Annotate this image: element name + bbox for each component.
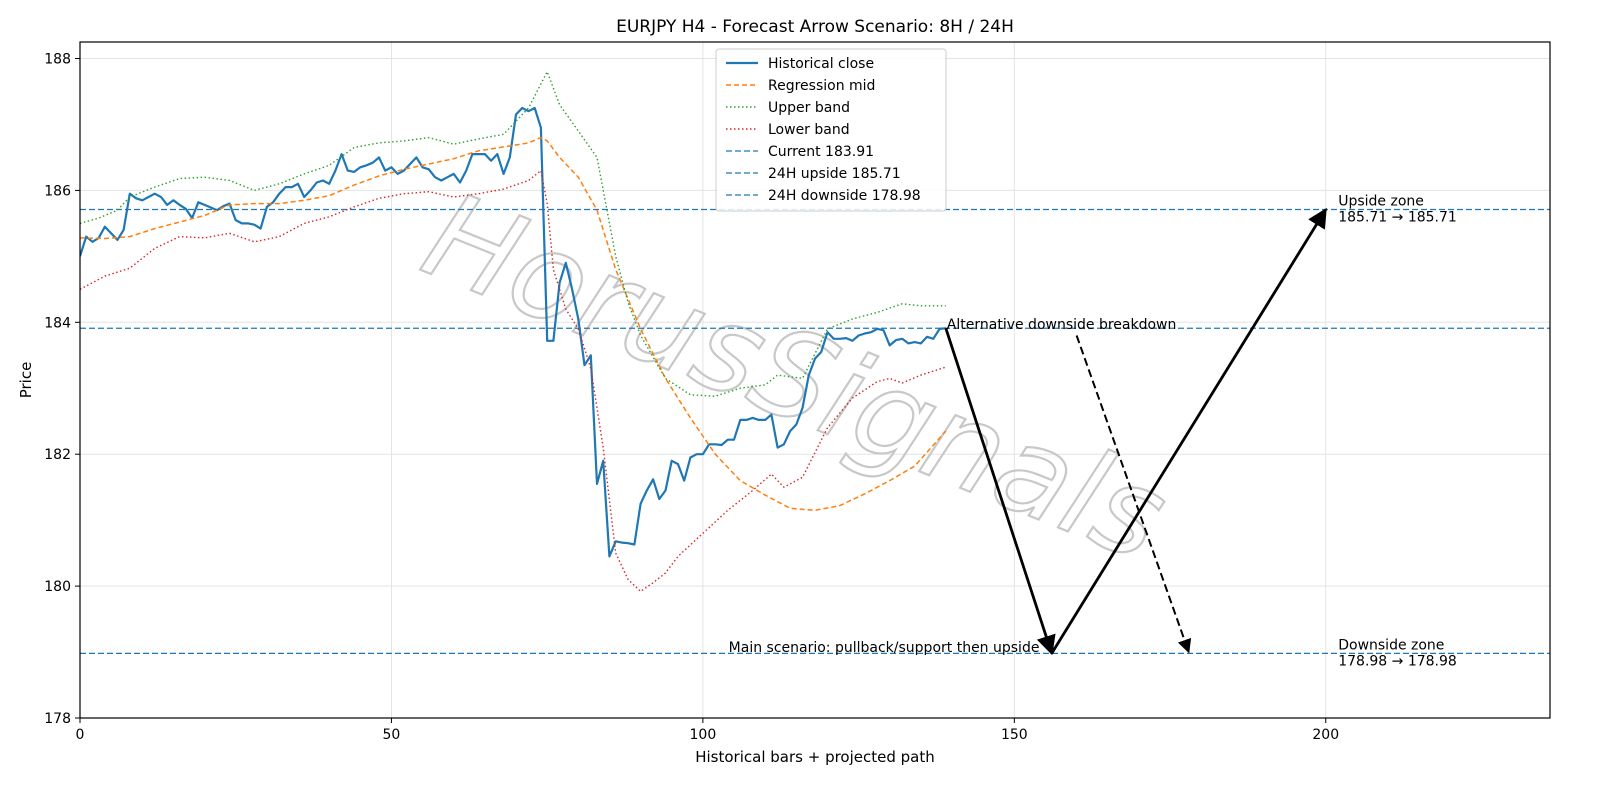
legend: Historical close Regression mid Upper band…	[715, 48, 947, 212]
forecast-arrow-1	[1050, 207, 1327, 655]
legend-entry: Historical close	[768, 56, 874, 72]
annotation-main-scenario: Main scenario: pullback/support then ups…	[729, 640, 1040, 656]
x-tick-label: 200	[1312, 727, 1339, 743]
y-tick-label: 184	[44, 315, 71, 331]
annotation-upzone-title: Upside zone	[1338, 194, 1424, 210]
series-lower-band	[80, 169, 947, 593]
legend-entry: Lower band	[768, 122, 850, 138]
annotation-downzone-value: 178.98 → 178.98	[1338, 653, 1457, 669]
y-tick-label: 180	[44, 579, 71, 595]
legend-box	[715, 48, 947, 212]
annotation-upzone-value: 185.71 → 185.71	[1338, 210, 1457, 226]
y-tick-label: 186	[44, 183, 71, 199]
y-tick-label: 182	[44, 447, 71, 463]
axis-ticks: 0 50 100 150 200 178 180 182 184 186 188	[44, 51, 1339, 743]
series-regression-mid	[80, 136, 947, 512]
series-historical-close	[80, 106, 946, 558]
x-tick-label: 50	[383, 727, 401, 743]
forecast-arrow-2	[1075, 335, 1192, 654]
legend-entry: Current 183.91	[768, 144, 874, 160]
x-tick-label: 0	[76, 727, 85, 743]
y-tick-label: 178	[44, 711, 71, 727]
annotation-downzone-title: Downside zone	[1338, 637, 1444, 653]
series-lines	[80, 71, 947, 593]
x-tick-label: 100	[690, 727, 717, 743]
x-axis-label: Historical bars + projected path	[695, 748, 935, 766]
legend-entry: Regression mid	[768, 78, 875, 94]
annotation-alternative: Alternative downside breakdown	[947, 317, 1177, 333]
series-upper-band	[80, 71, 946, 397]
chart-title: EURJPY H4 - Forecast Arrow Scenario: 8H …	[616, 17, 1014, 37]
forecast-arrows	[944, 207, 1327, 656]
x-tick-label: 150	[1001, 727, 1028, 743]
legend-entry: Upper band	[768, 100, 850, 116]
y-axis-label: Price	[17, 362, 35, 399]
annotations: Alternative downside breakdown Main scena…	[729, 194, 1457, 670]
legend-entry: 24H downside 178.98	[768, 188, 921, 204]
legend-entry: 24H upside 185.71	[768, 166, 901, 182]
y-tick-label: 188	[44, 51, 71, 67]
plot-frame	[79, 41, 1551, 719]
forecast-arrow-0	[944, 327, 1056, 656]
